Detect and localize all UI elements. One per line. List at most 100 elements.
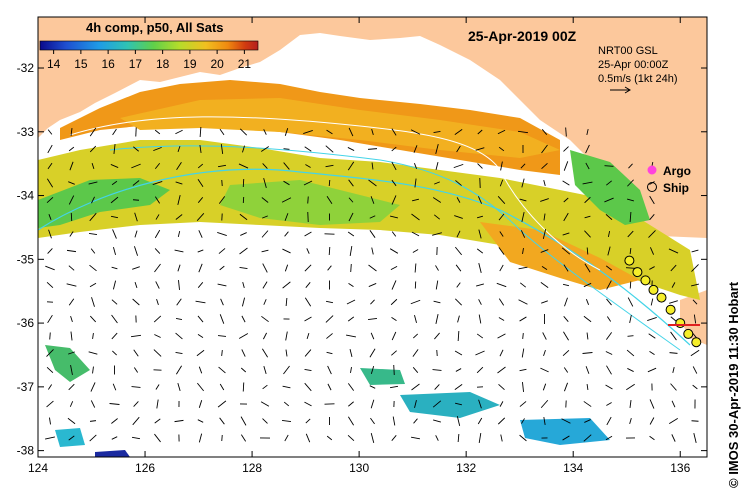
current-arrow <box>46 178 54 188</box>
current-arrow <box>563 212 569 222</box>
current-arrow <box>48 229 52 239</box>
current-arrow <box>69 161 74 171</box>
current-arrow <box>370 299 375 305</box>
current-arrow <box>111 266 118 270</box>
current-arrow <box>263 299 267 305</box>
current-arrow <box>217 335 227 337</box>
map-frame <box>37 16 708 458</box>
current-arrow <box>586 128 589 136</box>
current-arrow <box>477 196 483 204</box>
current-arrow <box>154 263 161 273</box>
current-arrow <box>285 349 288 357</box>
current-arrow <box>542 229 547 239</box>
current-arrow <box>543 416 546 426</box>
current-arrow <box>328 246 331 256</box>
current-arrow <box>46 349 54 357</box>
current-arrow <box>540 399 549 409</box>
current-vectors <box>45 126 700 444</box>
current-arrow <box>585 366 590 374</box>
current-arrow <box>261 230 269 238</box>
current-arrow <box>497 366 506 374</box>
current-arrow <box>435 435 439 441</box>
current-arrow <box>433 300 441 304</box>
current-arrow <box>434 181 440 185</box>
current-arrow <box>155 214 160 220</box>
current-arrow <box>541 265 548 271</box>
current-arrow <box>499 349 504 357</box>
lat-tick-label: -35 <box>17 252 35 266</box>
current-arrow <box>68 435 75 441</box>
current-arrow <box>585 299 590 305</box>
current-arrow <box>369 230 376 238</box>
current-arrow <box>132 266 140 270</box>
argo-legend-label: Argo <box>663 164 691 178</box>
current-arrow <box>111 332 118 340</box>
current-arrow <box>627 230 634 238</box>
current-arrow <box>219 128 225 136</box>
current-arrow <box>217 232 227 236</box>
current-arrow <box>369 348 376 358</box>
current-arrow <box>371 128 374 136</box>
current-arrow <box>130 334 142 338</box>
current-arrow <box>519 282 527 288</box>
ship-marker <box>675 318 686 329</box>
current-arrow <box>175 318 183 320</box>
current-arrow <box>89 127 97 137</box>
current-arrow <box>219 265 225 271</box>
current-arrow <box>584 196 591 204</box>
current-arrow <box>499 264 504 272</box>
current-arrow <box>410 299 421 305</box>
current-arrow <box>455 180 462 186</box>
current-arrow <box>456 416 461 426</box>
current-arrow <box>391 161 397 171</box>
current-arrow <box>649 247 655 255</box>
current-arrow <box>196 349 205 357</box>
current-arrow <box>90 400 96 408</box>
current-arrow <box>90 382 96 392</box>
current-arrow <box>92 332 94 340</box>
current-arrow <box>370 399 375 409</box>
current-arrow <box>262 281 268 289</box>
current-arrow <box>563 331 569 341</box>
current-arrow <box>46 281 54 289</box>
current-arrow <box>261 249 269 253</box>
current-arrow <box>456 197 461 203</box>
current-arrow <box>499 401 504 407</box>
current-arrow <box>89 434 97 442</box>
current-arrow <box>261 348 269 358</box>
colorbar-tick-label: 17 <box>129 57 143 71</box>
current-arrow <box>111 180 118 186</box>
current-arrow <box>70 365 73 375</box>
current-arrow <box>606 365 612 375</box>
current-arrow <box>176 161 182 171</box>
current-arrow <box>153 349 162 357</box>
current-arrow <box>198 230 203 238</box>
current-arrow <box>586 332 589 340</box>
current-arrow <box>498 384 505 390</box>
current-arrow <box>283 148 290 150</box>
current-arrow <box>326 129 333 135</box>
current-arrow <box>521 212 525 222</box>
current-arrow <box>304 297 312 307</box>
current-arrow <box>89 420 97 422</box>
current-arrow <box>693 433 697 443</box>
current-arrow <box>563 264 569 272</box>
current-arrow <box>304 349 312 357</box>
current-arrow <box>218 366 226 374</box>
marker-legend: Argo Ship <box>647 164 691 195</box>
current-arrow <box>284 128 289 136</box>
current-arrow <box>629 399 632 409</box>
current-arrow <box>477 163 483 169</box>
current-arrow <box>583 434 592 442</box>
current-arrow <box>261 315 269 323</box>
current-arrow <box>371 162 374 170</box>
current-arrow <box>112 229 117 239</box>
current-arrow <box>178 279 180 291</box>
current-arrow <box>66 283 77 287</box>
current-arrow <box>628 163 633 169</box>
current-arrow <box>456 145 461 153</box>
current-arrow <box>131 163 141 169</box>
current-arrow <box>561 418 571 424</box>
current-arrow <box>478 432 482 444</box>
current-arrow <box>519 401 527 407</box>
